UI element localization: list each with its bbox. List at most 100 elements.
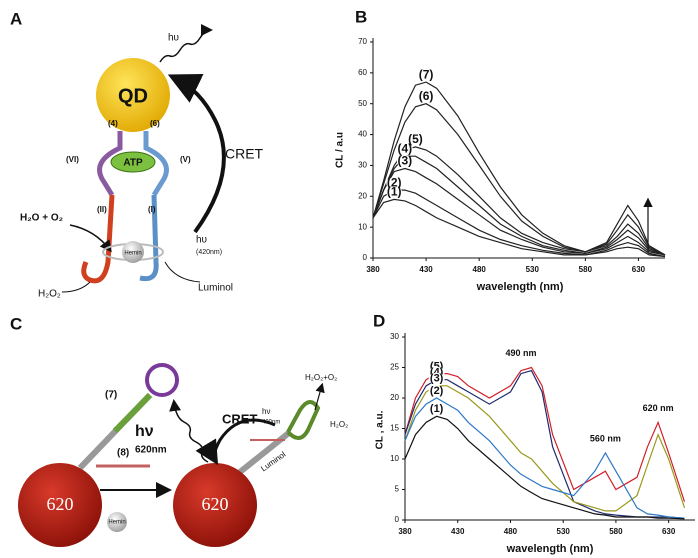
y-tick-label: 5 bbox=[395, 485, 400, 494]
series-label: (1) bbox=[430, 403, 444, 415]
qd-label: 620 bbox=[202, 494, 229, 514]
label-bg bbox=[386, 177, 403, 190]
series-label: (5) bbox=[408, 132, 423, 146]
series-label: (3) bbox=[430, 373, 444, 385]
x-tick-label: 480 bbox=[504, 527, 518, 536]
label-bg bbox=[386, 186, 403, 199]
hemin-label: Hemin bbox=[108, 520, 125, 526]
series-label: (4) bbox=[398, 141, 413, 155]
luminol-label: Luminol bbox=[198, 283, 233, 294]
hv-wavelength: 620nm bbox=[135, 445, 167, 456]
x-axis-label: wavelength (nm) bbox=[506, 543, 594, 555]
series-label: (1) bbox=[387, 185, 402, 199]
annotation: 620 nm bbox=[643, 403, 674, 413]
x-tick-label: 630 bbox=[662, 527, 676, 536]
y-tick-label: 15 bbox=[390, 424, 399, 433]
panel-a: A hυ QD ATP (4) (6) (VI) (V) (II) (I) CR… bbox=[10, 9, 264, 299]
probe-loop bbox=[145, 363, 179, 397]
label-bg bbox=[428, 372, 445, 385]
series-line bbox=[372, 103, 666, 256]
series-label: (6) bbox=[419, 89, 434, 103]
stem-label: (II) bbox=[97, 205, 107, 214]
x-tick-label: 430 bbox=[419, 265, 433, 274]
series-label: (2) bbox=[387, 175, 402, 189]
strand bbox=[139, 194, 159, 282]
series-line bbox=[404, 385, 686, 512]
y-axis-label: CL , a.u. bbox=[375, 410, 386, 449]
series-label: (7) bbox=[419, 67, 434, 81]
label-bg bbox=[418, 90, 435, 103]
series-line bbox=[372, 189, 666, 258]
cret-label: CRET bbox=[222, 411, 257, 426]
y-tick-label: 0 bbox=[395, 515, 400, 524]
hv-label: hν bbox=[135, 423, 154, 440]
qd-label: 620 bbox=[47, 494, 74, 514]
y-tick-label: 30 bbox=[390, 332, 399, 341]
quantum-dot bbox=[173, 463, 257, 547]
linker bbox=[238, 429, 292, 475]
leader bbox=[61, 281, 91, 293]
probe-label: (8) bbox=[117, 448, 129, 459]
panel-label: D bbox=[373, 311, 385, 330]
arrow bbox=[69, 224, 112, 253]
x-tick-label: 480 bbox=[473, 265, 487, 274]
hv-wavelength: 420nm bbox=[262, 420, 280, 426]
x-tick-label: 530 bbox=[526, 265, 540, 274]
y-tick-label: 30 bbox=[358, 161, 367, 170]
label-bg bbox=[396, 155, 413, 168]
arrow bbox=[314, 382, 325, 411]
x-tick-label: 380 bbox=[398, 527, 412, 536]
strand bbox=[97, 131, 123, 197]
x-tick-label: 580 bbox=[609, 527, 623, 536]
series-line bbox=[372, 198, 666, 258]
series-line bbox=[404, 397, 685, 519]
label-bg bbox=[418, 69, 435, 82]
x-tick-label: 430 bbox=[451, 527, 465, 536]
strand bbox=[81, 194, 115, 284]
series-line bbox=[404, 366, 686, 502]
quantum-dot bbox=[18, 463, 102, 547]
hv-label: hυ bbox=[196, 235, 207, 246]
y-tick-label: 50 bbox=[358, 99, 367, 108]
annotation: 490 nm bbox=[505, 348, 536, 358]
hairpin bbox=[286, 400, 321, 440]
hv-wavelength: (420nm) bbox=[196, 249, 222, 256]
hv-label: hν bbox=[262, 407, 270, 416]
substrate-label: H₂O₂ bbox=[330, 420, 348, 429]
label-bg bbox=[428, 403, 445, 416]
atp-label: ATP bbox=[123, 158, 143, 169]
x-tick-label: 380 bbox=[366, 265, 380, 274]
y-tick-label: 70 bbox=[358, 37, 367, 46]
panel-label: B bbox=[355, 7, 367, 26]
loop-label: (VI) bbox=[66, 155, 79, 164]
y-tick-label: 20 bbox=[390, 393, 399, 402]
y-tick-label: 40 bbox=[358, 130, 367, 139]
y-tick-label: 0 bbox=[363, 253, 368, 262]
y-tick-label: 60 bbox=[358, 68, 367, 77]
x-tick-label: 580 bbox=[579, 265, 593, 274]
x-axis-label: wavelength (nm) bbox=[476, 281, 564, 293]
quantum-dot bbox=[96, 58, 170, 132]
series-line bbox=[372, 81, 666, 256]
hv-label: hυ bbox=[168, 33, 179, 44]
panel-label: A bbox=[10, 9, 22, 28]
strand-label: (6) bbox=[150, 119, 160, 128]
emission-arrow bbox=[159, 24, 213, 63]
strand bbox=[143, 131, 169, 197]
products: H₂O₂+O₂ bbox=[305, 373, 337, 382]
series-line bbox=[404, 369, 685, 519]
atp bbox=[110, 151, 156, 173]
y-axis-label: CL / a.u bbox=[335, 132, 346, 168]
series-line bbox=[404, 415, 685, 520]
qd-label: QD bbox=[118, 85, 148, 107]
probe-label: (7) bbox=[105, 390, 117, 401]
strand-label: (4) bbox=[108, 119, 118, 128]
hemin-label: Hemin bbox=[124, 251, 141, 257]
y-tick-label: 25 bbox=[390, 363, 399, 372]
x-tick-label: 530 bbox=[557, 527, 571, 536]
panel-c: C (7) (8) 620 Hemin 620 hν 620nm CRET hν… bbox=[10, 314, 348, 547]
stem-label: (I) bbox=[148, 205, 156, 214]
label-bg bbox=[407, 133, 424, 146]
y-tick-label: 10 bbox=[358, 222, 367, 231]
